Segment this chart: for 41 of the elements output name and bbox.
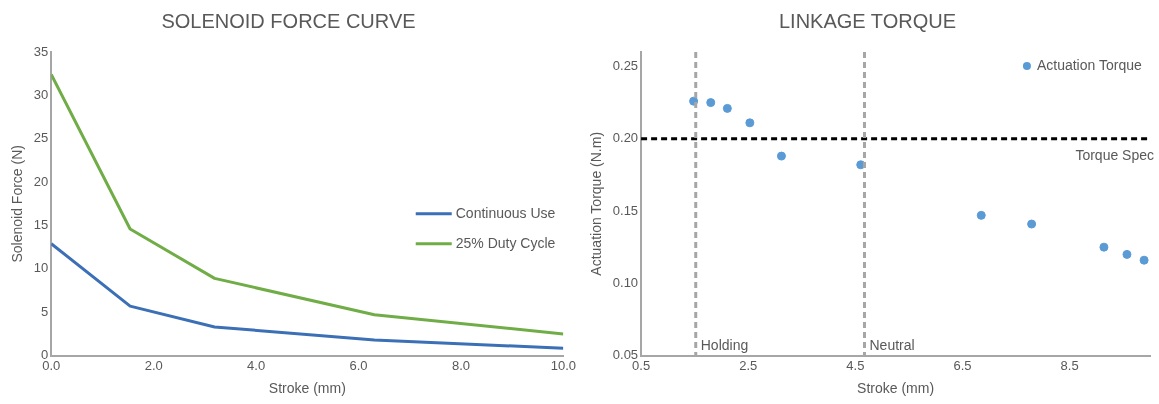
point <box>706 98 716 108</box>
point <box>1027 219 1037 229</box>
legend-label: Continuous Use <box>455 204 556 221</box>
legend-label: 25% Duty Cycle <box>455 234 556 251</box>
ref-line-label: Holding <box>700 337 749 354</box>
ref-line-label: Torque Spec <box>1075 146 1154 163</box>
x-tick-label: 4.0 <box>247 357 266 373</box>
y-tick-label: 0.15 <box>612 202 639 218</box>
y-tick-label: 0.20 <box>612 130 639 146</box>
y-tick-label: 0.25 <box>612 58 639 74</box>
x-tick-label: 6.5 <box>953 357 972 373</box>
x-axis-title: Stroke (mm) <box>857 380 935 397</box>
y-tick-label: 25 <box>33 130 49 146</box>
x-tick-label: 2.0 <box>144 357 163 373</box>
chart-title: SOLENOID FORCE CURVE <box>161 9 416 32</box>
x-tick-label: 4.5 <box>846 357 865 373</box>
legend-label: Actuation Torque <box>1036 56 1142 73</box>
y-tick-label: 20 <box>33 173 49 189</box>
point <box>1099 242 1109 252</box>
y-tick-label: 35 <box>33 43 49 59</box>
y-tick-label: 0.10 <box>612 274 639 290</box>
x-axis-title: Stroke (mm) <box>268 380 346 397</box>
ref-line-label: Neutral <box>869 337 915 354</box>
x-tick-label: 10.0 <box>550 357 577 373</box>
y-tick-label: 5 <box>41 303 49 319</box>
point <box>745 118 755 128</box>
point <box>722 103 732 113</box>
x-tick-label: 6.0 <box>349 357 368 373</box>
x-tick-label: 8.0 <box>451 357 470 373</box>
y-tick-label: 10 <box>33 260 49 276</box>
point <box>776 151 786 161</box>
x-tick-label: 8.5 <box>1060 357 1079 373</box>
y-axis-title: Solenoid Force (N) <box>9 145 26 263</box>
y-axis-title: Actuation Torque (N.m) <box>588 131 605 276</box>
point <box>976 210 986 220</box>
chart-title: LINKAGE TORQUE <box>778 9 957 32</box>
point <box>1139 255 1149 265</box>
x-tick-label: 2.5 <box>739 357 758 373</box>
point <box>1122 249 1132 259</box>
y-tick-label: 30 <box>33 86 49 102</box>
y-tick-label: 15 <box>33 217 49 233</box>
